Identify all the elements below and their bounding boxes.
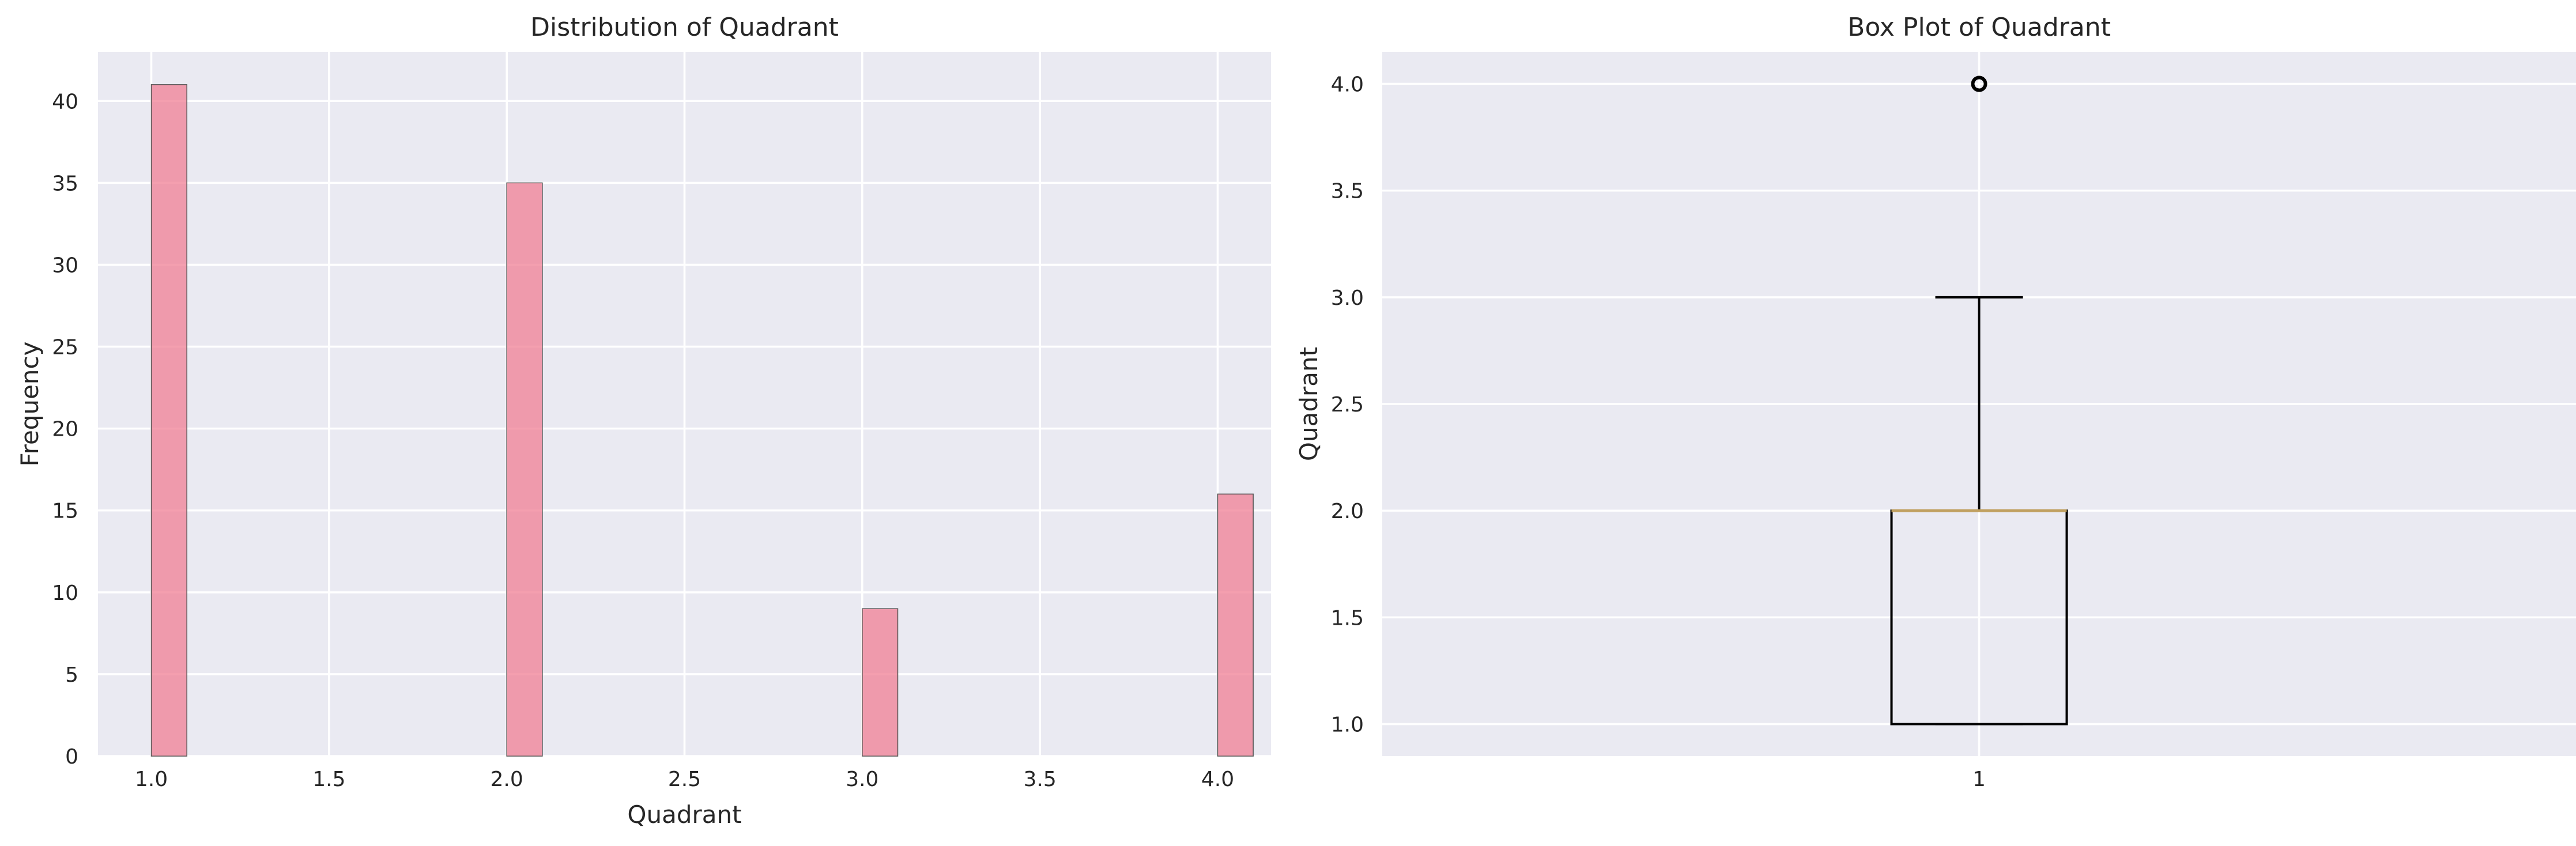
histogram-x-ticks: 1.0 1.5 2.0 2.5 3.0 3.5 4.0 <box>135 768 1234 791</box>
histogram-x-tick-label: 1.0 <box>135 768 168 791</box>
histogram-bar <box>1217 493 1254 757</box>
histogram-x-tick-label: 1.5 <box>312 768 345 791</box>
box-plot-y-tick-label: 2.5 <box>1331 393 1364 417</box>
box-plot-x-tick-label: 1 <box>1972 768 1986 791</box>
box-plot-outlier <box>1971 75 1987 92</box>
histogram-x-tick-label: 4.0 <box>1201 768 1234 791</box>
box-plot-y-tick-label: 1.5 <box>1331 606 1364 630</box>
histogram-gridlines <box>98 52 1271 757</box>
histogram-y-ticks: 0 5 10 15 20 25 30 35 40 <box>52 90 78 769</box>
histogram-bar <box>506 182 543 757</box>
histogram-y-tick-label: 15 <box>52 500 78 523</box>
box-plot-y-axis-label: Quadrant <box>1295 347 1323 461</box>
histogram-x-tick-label: 2.5 <box>668 768 701 791</box>
histogram-y-tick-label: 20 <box>52 418 78 441</box>
box-plot-y-tick-label: 2.0 <box>1331 500 1364 523</box>
box-plot-y-tick-label: 1.0 <box>1331 713 1364 737</box>
histogram-y-tick-label: 35 <box>52 172 78 195</box>
histogram-y-tick-label: 10 <box>52 581 78 605</box>
histogram-y-tick-label: 5 <box>65 663 78 687</box>
box-plot-title: Box Plot of Quadrant <box>1847 13 2111 42</box>
histogram-title: Distribution of Quadrant <box>530 13 839 42</box>
histogram-y-tick-label: 40 <box>52 90 78 114</box>
histogram-bar <box>862 608 899 757</box>
box-plot-y-tick-label: 3.5 <box>1331 180 1364 203</box>
box-plot-x-ticks: 1 <box>1972 768 1986 791</box>
box-plot-body <box>1890 75 2068 726</box>
histogram-x-tick-label: 2.0 <box>491 768 523 791</box>
histogram-x-axis-label: Quadrant <box>627 800 741 829</box>
box-plot-y-tick-label: 3.0 <box>1331 286 1364 310</box>
box-plot-y-tick-label: 4.0 <box>1331 73 1364 97</box>
histogram-x-tick-label: 3.5 <box>1024 768 1057 791</box>
box-plot-chart: 1 1.0 1.5 2.0 2.5 3.0 3.5 4.0 Box Plot of Quad… <box>1295 13 2576 791</box>
histogram-x-tick-label: 3.0 <box>846 768 878 791</box>
histogram-bar <box>150 84 187 757</box>
histogram-chart: 1.0 1.5 2.0 2.5 3.0 3.5 4.0 0 5 10 15 20 25 30 35 40 D… <box>16 13 1271 829</box>
histogram-y-tick-label: 0 <box>65 745 78 769</box>
histogram-bars <box>150 84 1254 757</box>
box-plot-y-ticks: 1.0 1.5 2.0 2.5 3.0 3.5 4.0 <box>1331 73 1364 737</box>
histogram-y-axis-label: Frequency <box>16 342 44 467</box>
histogram-y-tick-label: 25 <box>52 336 78 360</box>
histogram-y-tick-label: 30 <box>52 254 78 277</box>
